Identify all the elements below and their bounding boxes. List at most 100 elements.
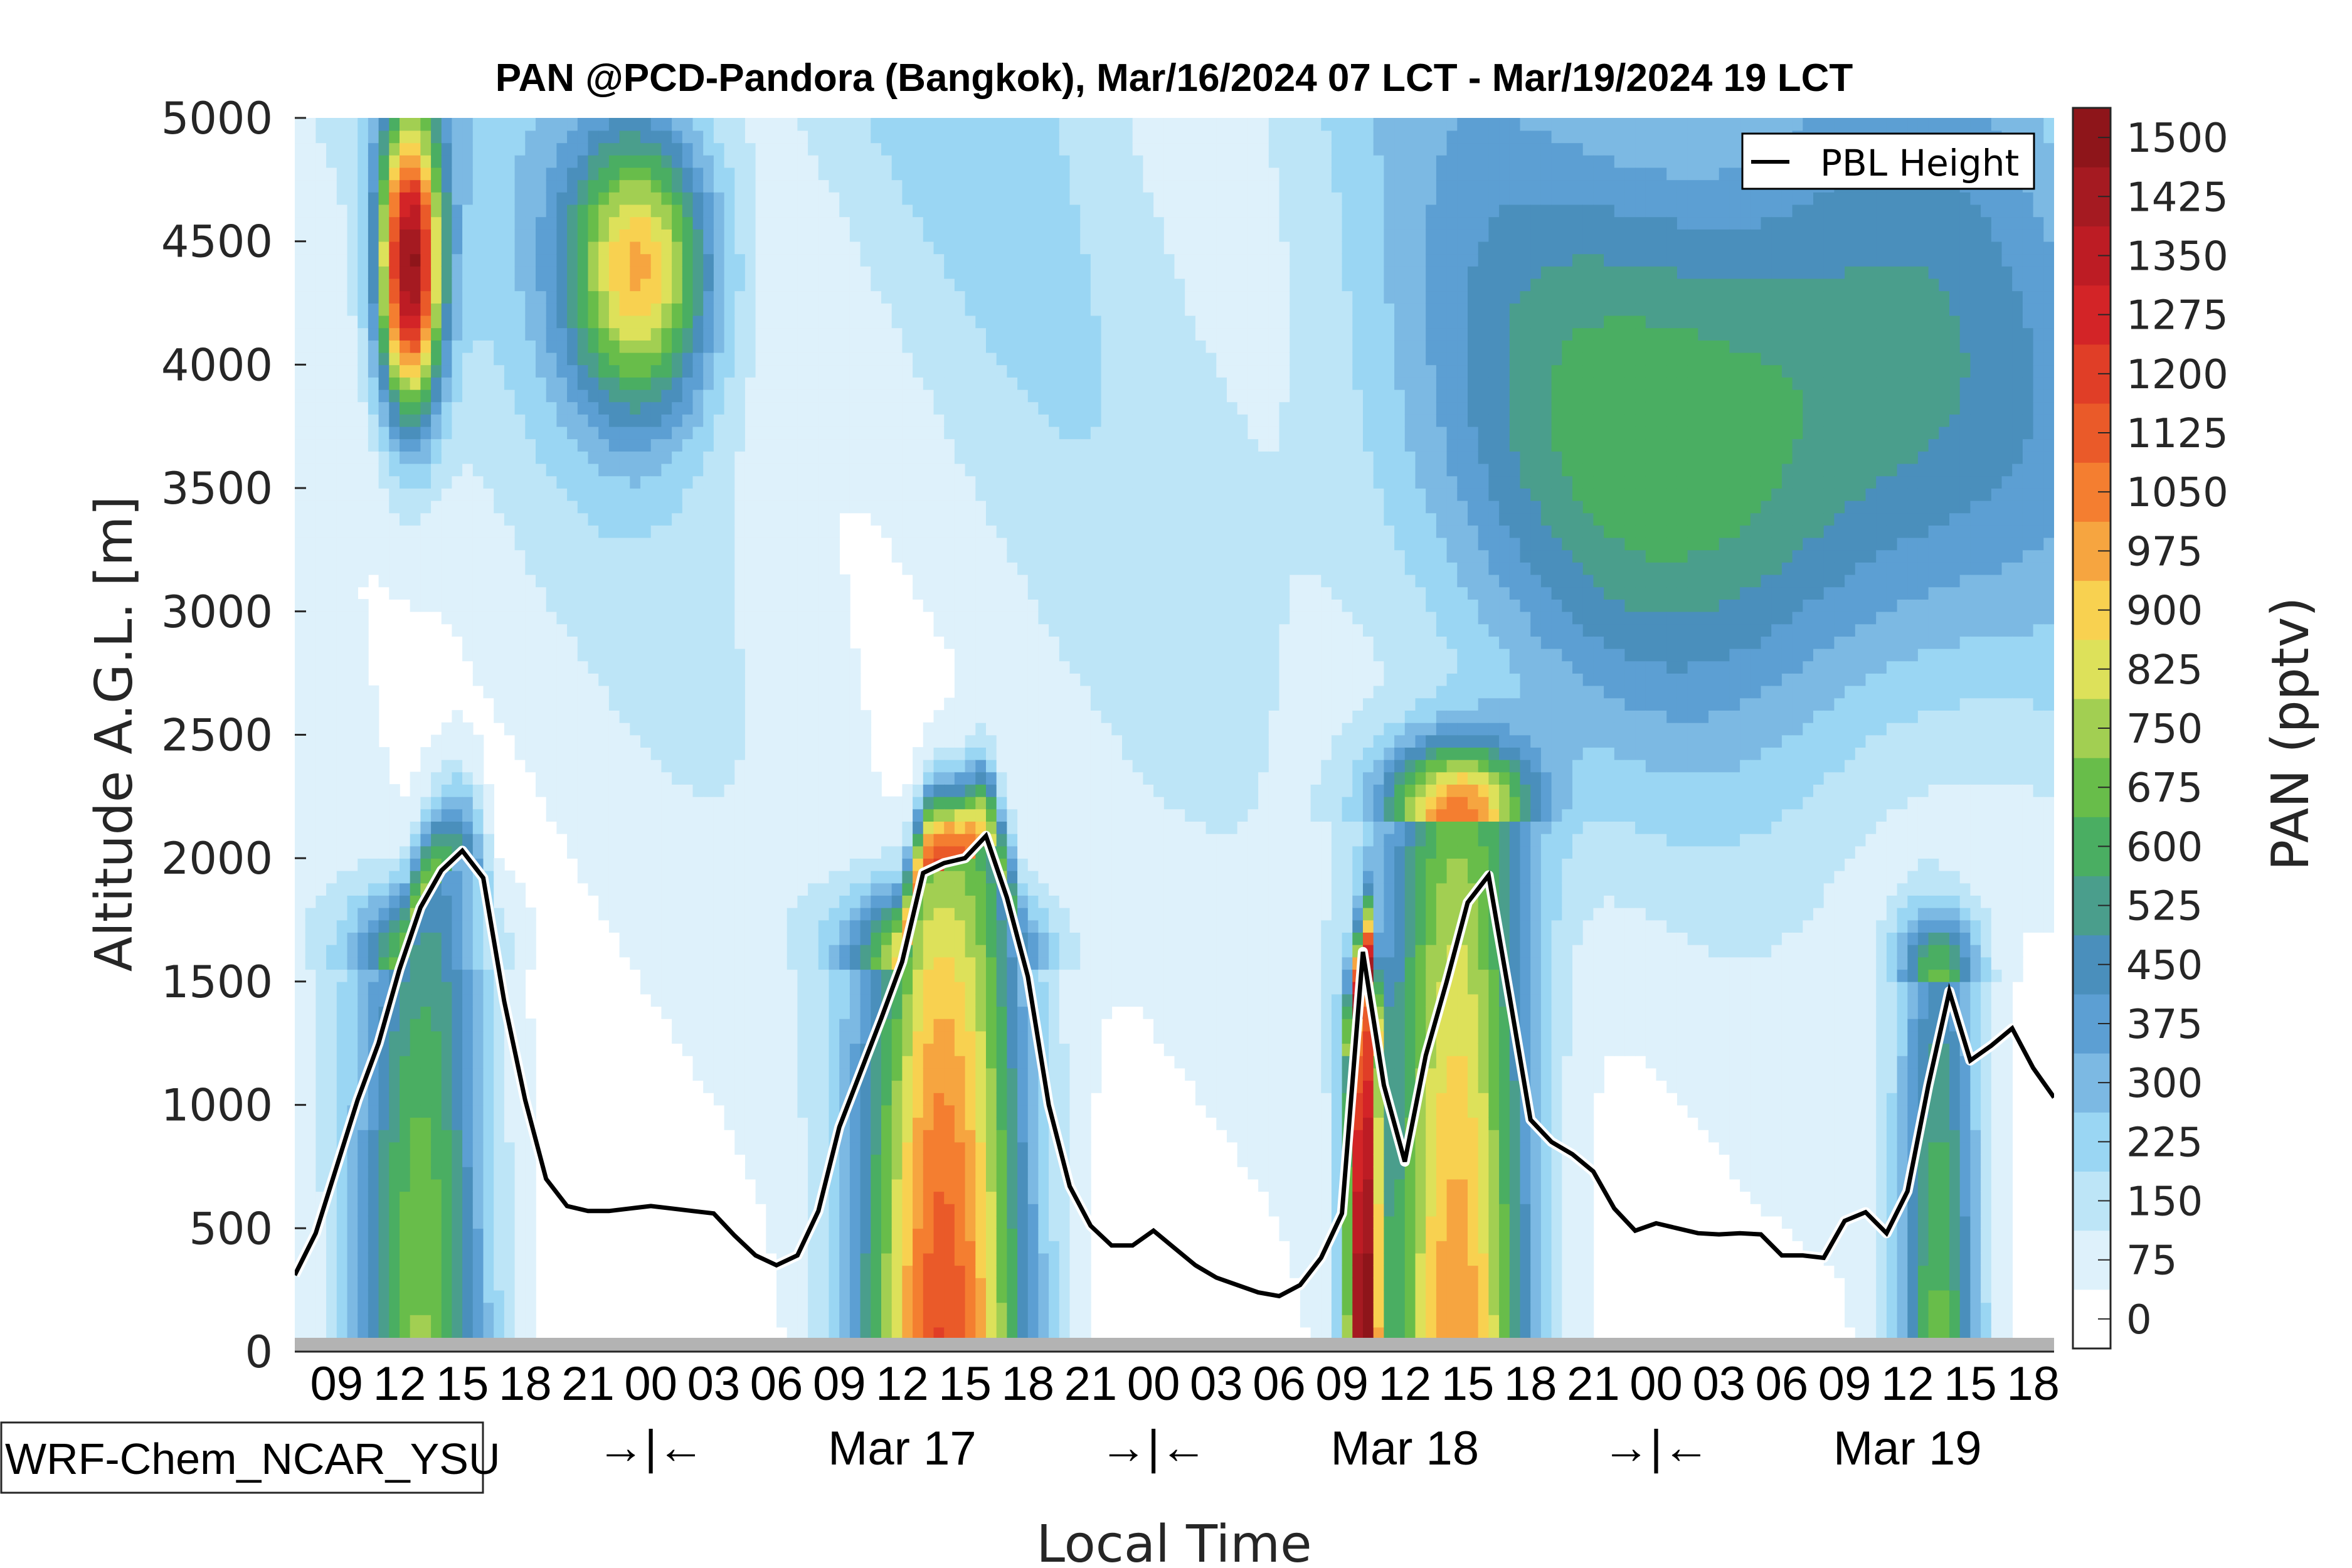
contour-cell <box>692 956 704 970</box>
contour-cell <box>378 907 390 921</box>
contour-cell <box>818 636 830 649</box>
contour-cell <box>829 1302 840 1315</box>
contour-cell <box>755 882 767 896</box>
contour-cell <box>336 944 348 958</box>
contour-cell <box>441 821 453 834</box>
contour-cell <box>389 278 400 292</box>
contour-cell <box>797 500 808 514</box>
contour-cell <box>494 1167 505 1180</box>
contour-cell <box>650 155 662 168</box>
contour-cell <box>692 747 704 760</box>
contour-cell <box>410 1080 421 1093</box>
contour-cell <box>556 352 568 366</box>
contour-cell <box>483 327 494 341</box>
contour-cell <box>368 253 379 267</box>
contour-cell <box>315 919 327 933</box>
contour-cell <box>452 1055 463 1069</box>
contour-cell <box>650 660 662 674</box>
contour-cell <box>368 796 379 810</box>
contour-cell <box>514 241 526 255</box>
contour-cell <box>829 426 840 440</box>
contour-cell <box>556 155 568 168</box>
contour-cell <box>567 438 578 452</box>
contour-cell <box>860 771 872 785</box>
contour-cell <box>776 364 788 378</box>
contour-cell <box>797 142 808 156</box>
contour-cell <box>400 993 411 1007</box>
contour-cell <box>808 1055 819 1069</box>
contour-cell <box>682 1018 694 1032</box>
contour-cell <box>755 241 767 255</box>
contour-cell <box>400 327 411 341</box>
contour-cell <box>441 796 453 810</box>
contour-cell <box>410 1104 421 1118</box>
contour-cell <box>598 784 610 797</box>
contour-cell <box>744 426 756 440</box>
contour-cell <box>871 1142 882 1155</box>
contour-cell <box>410 1191 421 1204</box>
contour-cell <box>829 1265 840 1278</box>
contour-cell <box>818 1253 830 1266</box>
contour-cell <box>431 500 442 514</box>
contour-cell <box>630 648 641 662</box>
contour-cell <box>808 142 819 156</box>
contour-cell <box>808 438 819 452</box>
contour-cell <box>504 722 516 736</box>
contour-cell <box>776 290 788 304</box>
contour-cell <box>514 426 526 440</box>
contour-cell <box>410 1092 421 1106</box>
contour-cell <box>368 463 379 477</box>
contour-cell <box>818 747 830 760</box>
contour-cell <box>724 1043 736 1056</box>
contour-cell <box>650 722 662 736</box>
contour-cell <box>420 216 432 230</box>
contour-cell <box>608 352 620 366</box>
contour-cell <box>525 389 536 403</box>
contour-cell <box>839 1290 850 1303</box>
contour-cell <box>871 451 882 464</box>
contour-cell <box>295 438 306 452</box>
contour-cell <box>358 155 369 168</box>
contour-cell <box>494 1179 505 1192</box>
contour-cell <box>462 611 474 625</box>
contour-cell <box>755 993 767 1007</box>
contour-cell <box>441 808 453 822</box>
contour-cell <box>797 155 808 168</box>
contour-cell <box>640 278 652 292</box>
contour-cell <box>378 1204 390 1217</box>
contour-cell <box>326 562 337 575</box>
contour-cell <box>713 858 725 871</box>
contour-cell <box>902 969 913 982</box>
contour-cell <box>724 426 736 440</box>
contour-cell <box>860 303 872 316</box>
contour-cell <box>829 525 840 538</box>
contour-cell <box>326 673 337 686</box>
contour-cell <box>336 932 348 945</box>
contour-cell <box>776 833 788 847</box>
contour-cell <box>881 327 893 341</box>
contour-cell <box>504 574 516 588</box>
contour-cell <box>860 266 872 279</box>
contour-cell <box>829 266 840 279</box>
contour-cell <box>672 734 683 748</box>
contour-cell <box>462 969 474 982</box>
contour-cell <box>881 1327 893 1340</box>
contour-cell <box>326 327 337 341</box>
contour-cell <box>556 266 568 279</box>
contour-cell <box>336 229 348 242</box>
contour-cell <box>744 1092 756 1106</box>
contour-cell <box>891 327 903 341</box>
contour-cell <box>829 352 840 366</box>
contour-cell <box>336 118 348 131</box>
contour-cell <box>724 611 736 625</box>
contour-cell <box>358 315 369 329</box>
contour-cell <box>410 451 421 464</box>
contour-cell <box>724 747 736 760</box>
contour-cell <box>295 1055 306 1069</box>
contour-cell <box>787 870 798 884</box>
contour-cell <box>871 1278 882 1291</box>
contour-cell <box>682 796 694 810</box>
contour-cell <box>713 1092 725 1106</box>
contour-cell <box>504 500 516 514</box>
contour-cell <box>808 525 819 538</box>
